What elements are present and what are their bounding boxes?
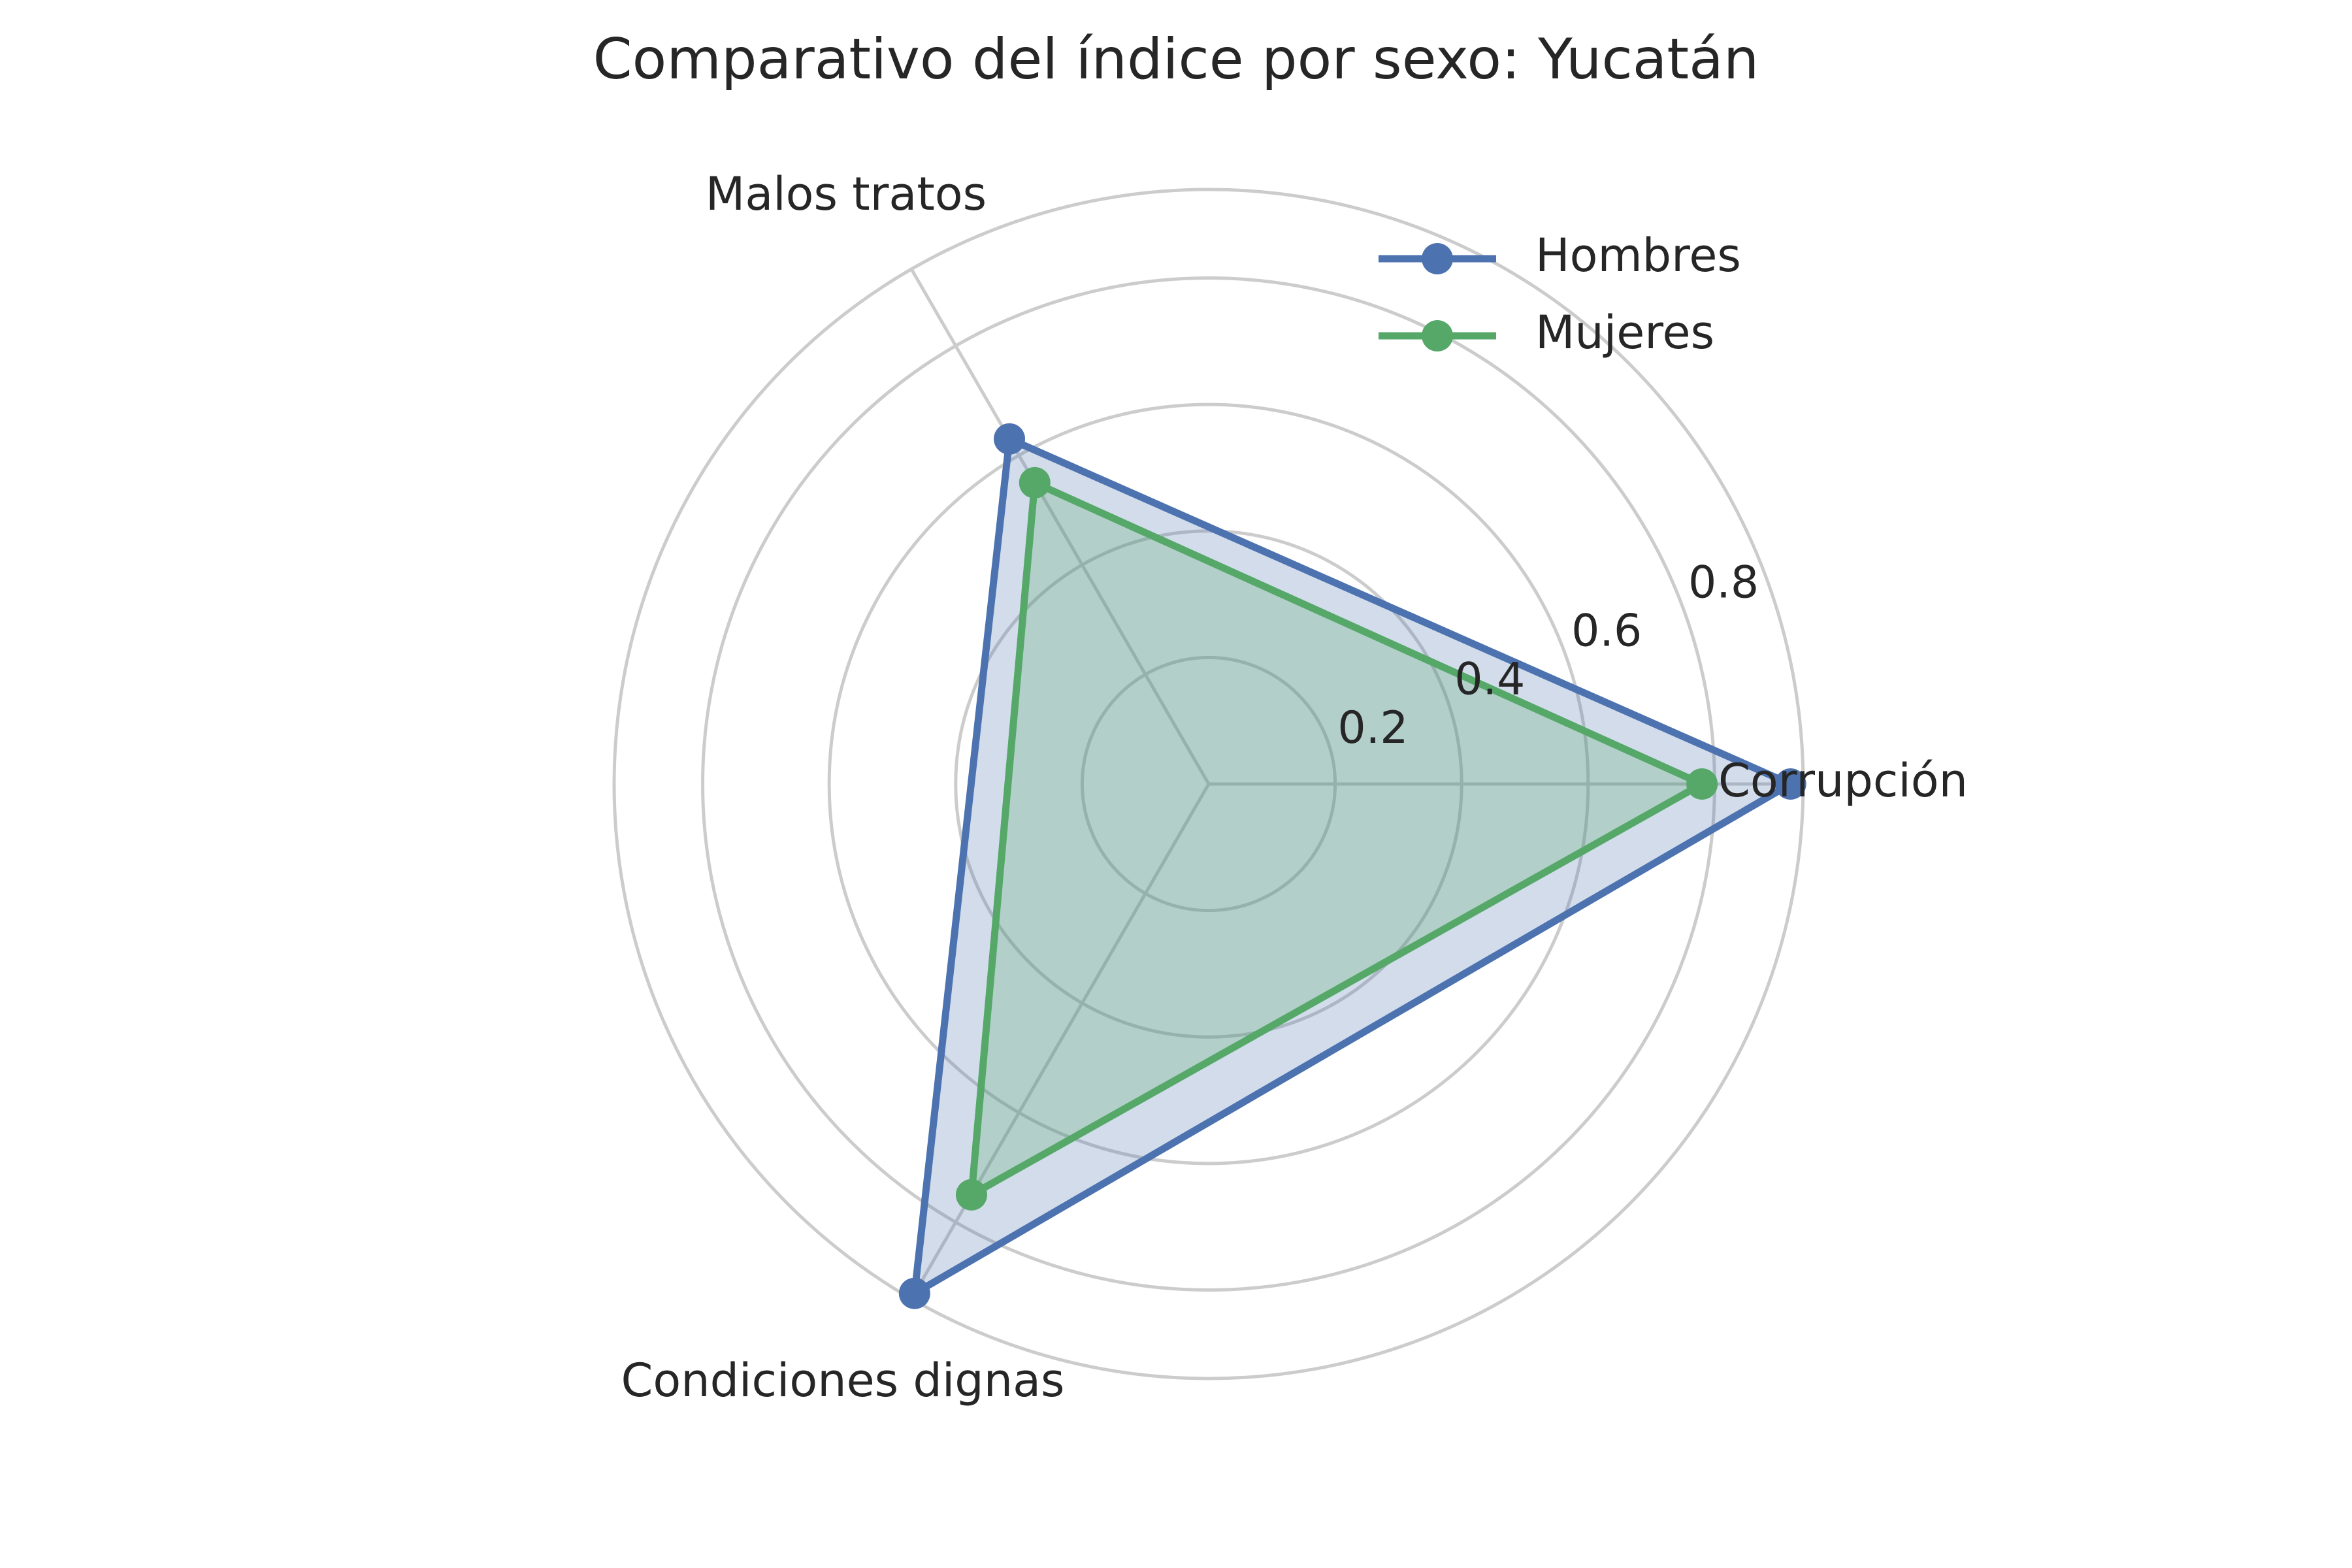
data-point (1774, 768, 1806, 800)
series-mujeres (955, 466, 1718, 1211)
data-point (898, 1277, 930, 1309)
legend-marker (1422, 243, 1453, 274)
grid-spoke (909, 268, 1211, 785)
r-tick-label: 0.6 (1571, 606, 1642, 657)
chart-title: Comparativo del índice por sexo: Yucatán (593, 27, 1759, 92)
legend-item: Hombres (1379, 229, 1741, 282)
series-hombres (898, 423, 1806, 1309)
category-label: Corrupción (1718, 754, 1968, 808)
r-tick-label: 0.4 (1454, 654, 1525, 706)
legend-label: Mujeres (1535, 306, 1714, 359)
series-line (968, 479, 1706, 1199)
series-area (914, 438, 1791, 1294)
legend: Hombres Mujeres (1379, 229, 1741, 359)
legend-marker (1422, 320, 1453, 351)
r-tick-label: 0.8 (1688, 557, 1759, 609)
data-point (955, 1179, 987, 1211)
grid-spoke (909, 783, 1211, 1300)
category-labels: Corrupción Malos tratos Condiciones dignas (621, 167, 1968, 1407)
data-point (1686, 768, 1718, 800)
data-point (994, 423, 1026, 455)
series-line (911, 435, 1795, 1298)
category-label: Condiciones dignas (621, 1354, 1065, 1407)
radial-tick-labels: 0.2 0.4 0.6 0.8 (1337, 557, 1759, 754)
data-point (1019, 466, 1051, 498)
legend-item: Mujeres (1379, 306, 1714, 359)
category-label: Malos tratos (706, 167, 987, 221)
radar-series (898, 423, 1806, 1309)
series-area (972, 482, 1703, 1195)
legend-label: Hombres (1535, 229, 1741, 282)
r-tick-label: 0.2 (1337, 702, 1408, 754)
